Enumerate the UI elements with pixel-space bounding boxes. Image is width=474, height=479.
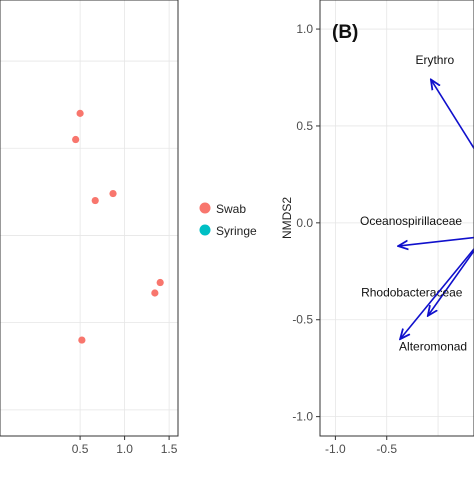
scatter-point-swab	[76, 109, 84, 117]
vector-label-oceanospirillaceae: Oceanospirillaceae	[360, 214, 462, 228]
legend-marker-swab	[199, 202, 211, 214]
panel-b-grid	[320, 0, 474, 436]
scatter-point-swab	[72, 135, 80, 144]
panel-b-y-tick-label: -1.0	[292, 410, 313, 424]
legend-label-swab: Swab	[216, 202, 246, 216]
panel-b-x-axis: -1.0 -0.5	[325, 436, 397, 456]
scatter-point-swab	[156, 278, 164, 287]
vector-label-alteromonad: Alteromonad	[399, 340, 467, 354]
scatter-point-swab	[78, 336, 86, 344]
panel-a: 0.5 1.0 1.5	[0, 0, 179, 456]
scatter-point-swab	[109, 189, 117, 198]
panel-b-y-tick-label: -0.5	[292, 313, 313, 327]
panel-a-background	[0, 0, 178, 436]
panel-a-grid	[0, 0, 178, 436]
panel-a-x-axis: 0.5 1.0 1.5	[72, 436, 178, 456]
vector-arrow-alteromonad	[400, 247, 474, 339]
panel-a-x-tick-label: 0.5	[72, 442, 89, 456]
panel-b-y-tick-label: 0.0	[296, 216, 313, 230]
panel-b-label: (B)	[332, 22, 358, 43]
panel-b-x-tick-label: -1.0	[325, 442, 346, 456]
panel-b-x-tick-label: -0.5	[376, 442, 397, 456]
scatter-point-swab	[151, 289, 159, 297]
panel-b-background	[320, 0, 474, 436]
legend-label-syringe: Syringe	[216, 224, 257, 238]
panel-a-x-tick-label: 1.5	[161, 442, 178, 456]
panel-b-y-tick-label: 0.5	[296, 119, 313, 133]
vector-arrow-oceanospirillaceae	[398, 236, 474, 246]
panel-b-border	[319, 0, 474, 437]
panel-b-vectors: Erythro Oceanospirillaceae Rhodobacteracea…	[360, 53, 474, 354]
panel-a-border	[0, 0, 179, 437]
legend: Swab Syringe	[199, 202, 257, 238]
vector-label-rhodobacteraceae: Rhodobacteraceae	[361, 285, 463, 299]
scatter-point-swab	[91, 196, 99, 205]
panel-b: Erythro Oceanospirillaceae Rhodobacteracea…	[280, 0, 474, 456]
panel-b-y-axis: 1.0 0.5 0.0 -0.5 -1.0	[292, 22, 320, 424]
vector-arrow-erythro	[431, 79, 474, 150]
vector-label-erythro: Erythro	[415, 53, 454, 67]
panel-b-y-tick-label: 1.0	[296, 22, 313, 36]
legend-marker-syringe	[199, 224, 211, 236]
panel-b-y-axis-title: NMDS2	[280, 197, 294, 239]
panel-a-points	[72, 109, 164, 344]
vector-arrow-rhodobacteraceae	[428, 249, 474, 315]
panel-a-x-tick-label: 1.0	[116, 442, 133, 456]
